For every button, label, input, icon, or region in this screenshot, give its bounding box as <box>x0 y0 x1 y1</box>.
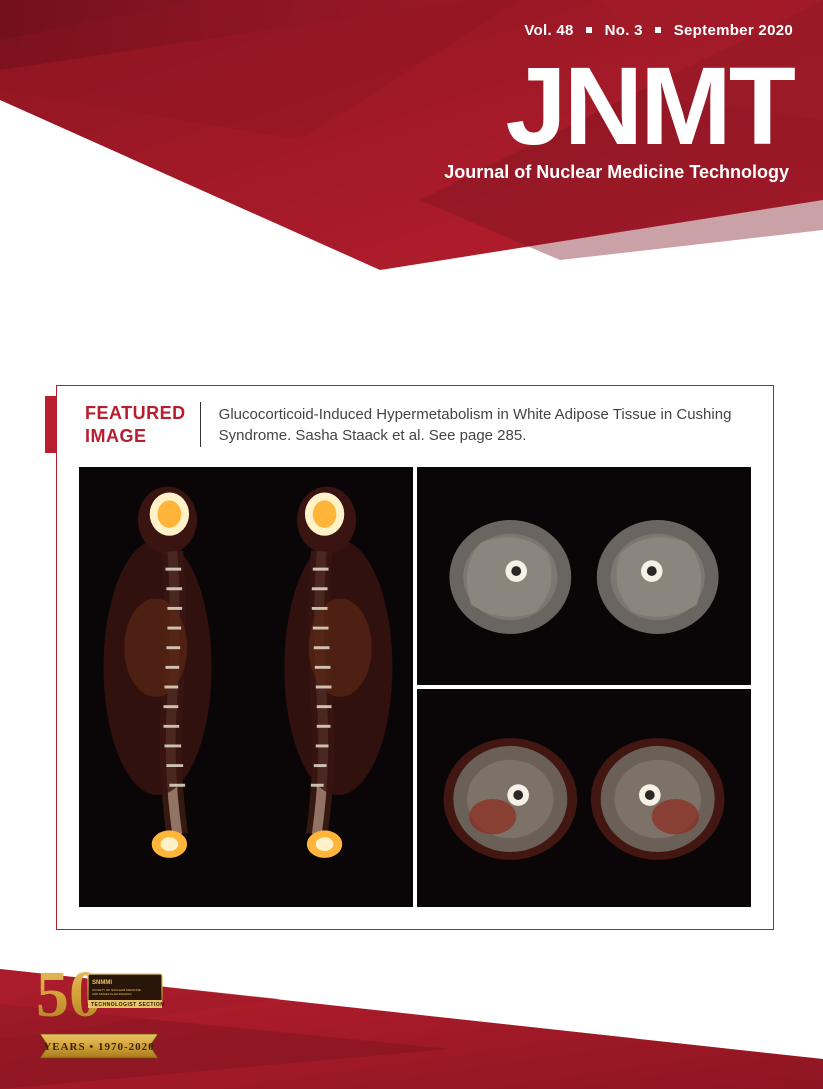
featured-label-line1: FEATURED <box>85 402 186 425</box>
anniversary-range: 1970-2020 <box>98 1041 155 1053</box>
scan-panel-axial-bottom <box>417 689 751 907</box>
issue-separator <box>586 27 592 33</box>
scan-panel-sagittal <box>79 467 413 907</box>
featured-label-wrap: FEATURED IMAGE <box>71 402 201 447</box>
journal-full-title: Journal of Nuclear Medicine Technology <box>444 162 789 183</box>
journal-acronym: JNMT <box>444 60 793 154</box>
journal-title-block: JNMT Journal of Nuclear Medicine Technol… <box>444 60 793 183</box>
anniversary-years: YEARS <box>43 1041 85 1053</box>
scan-panel-axial-top <box>417 467 751 685</box>
featured-image-box: FEATURED IMAGE Glucocorticoid-Induced Hy… <box>56 385 774 930</box>
anniversary-section: TECHNOLOGIST SECTION <box>91 1002 164 1008</box>
featured-description: Glucocorticoid-Induced Hypermetabolism i… <box>215 402 751 447</box>
volume-label: Vol. 48 <box>524 22 573 39</box>
svg-text:AND MOLECULAR IMAGING: AND MOLECULAR IMAGING <box>92 992 132 996</box>
sagittal-scan-right <box>246 467 413 907</box>
issue-info: Vol. 48 No. 3 September 2020 <box>524 22 793 39</box>
featured-header: FEATURED IMAGE Glucocorticoid-Induced Hy… <box>57 386 773 461</box>
anniversary-badge: 50 SNMMI SOCIETY OF NUCLEAR MEDICINE AND… <box>34 956 164 1061</box>
issue-separator <box>655 27 661 33</box>
sagittal-scan-left <box>79 467 246 907</box>
scan-image-grid <box>79 467 751 907</box>
featured-label-line2: IMAGE <box>85 425 186 448</box>
number-label: No. 3 <box>605 22 643 39</box>
svg-text:YEARS • 1970-2020: YEARS • 1970-2020 <box>43 1041 154 1053</box>
featured-red-accent <box>45 396 57 453</box>
anniversary-org-top: SNMMI <box>92 980 112 986</box>
date-label: September 2020 <box>674 22 793 39</box>
